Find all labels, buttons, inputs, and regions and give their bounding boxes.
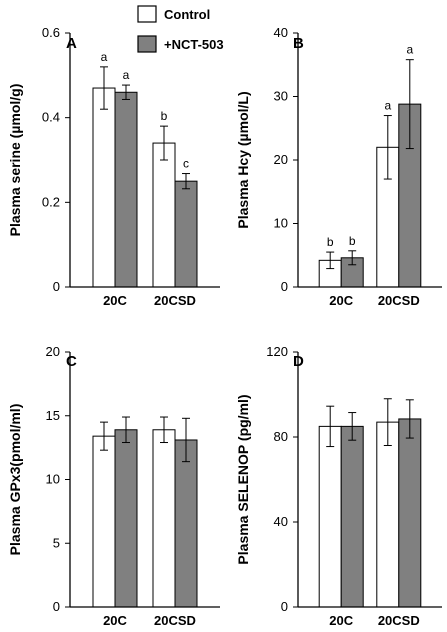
significance-label: a bbox=[123, 68, 130, 82]
significance-label: b bbox=[327, 235, 334, 249]
y-tick-label: 10 bbox=[46, 472, 60, 487]
bar bbox=[340, 425, 364, 608]
bar bbox=[174, 180, 198, 288]
y-tick-label: 40 bbox=[274, 514, 288, 529]
y-tick-label: 0 bbox=[53, 279, 60, 294]
bar bbox=[114, 429, 138, 608]
y-tick-label: 40 bbox=[274, 25, 288, 40]
panel-c: C Plasma GPx3(pmol/ml) 0 5 10 15 20 20C 20CSD bbox=[7, 344, 220, 628]
y-axis-label: Plasma serine (µmol/g) bbox=[7, 84, 23, 237]
x-tick-label: 20CSD bbox=[154, 613, 196, 628]
x-tick-label: 20C bbox=[329, 293, 353, 308]
y-tick-label: 120 bbox=[266, 344, 288, 359]
y-tick-label: 20 bbox=[46, 344, 60, 359]
significance-label: c bbox=[183, 157, 189, 171]
y-tick-label: 0 bbox=[281, 599, 288, 614]
significance-label: b bbox=[161, 109, 168, 123]
y-tick-label: 80 bbox=[274, 429, 288, 444]
panel-a: A Plasma serine (µmol/g) 0 0.2 0.4 0.6 a a 20C b c… bbox=[7, 25, 220, 308]
legend: Control +NCT-503 bbox=[137, 5, 224, 53]
bar bbox=[376, 421, 400, 608]
y-tick-label: 30 bbox=[274, 89, 288, 104]
y-tick-label: 0 bbox=[53, 599, 60, 614]
x-tick-label: 20C bbox=[329, 613, 353, 628]
bar bbox=[318, 425, 342, 608]
y-tick-label: 0.2 bbox=[42, 194, 60, 209]
x-tick-label: 20C bbox=[103, 613, 127, 628]
y-tick-label: 15 bbox=[46, 408, 60, 423]
legend-label-nct503: +NCT-503 bbox=[164, 37, 224, 52]
panel-letter: A bbox=[66, 35, 77, 52]
y-axis-label: Plasma GPx3(pmol/ml) bbox=[7, 404, 23, 556]
legend-swatch-nct503 bbox=[137, 35, 157, 53]
legend-swatch-control bbox=[137, 5, 157, 23]
significance-label: a bbox=[406, 43, 413, 57]
bar bbox=[114, 91, 138, 288]
x-tick-label: 20C bbox=[103, 293, 127, 308]
legend-label-control: Control bbox=[164, 7, 210, 22]
y-tick-label: 5 bbox=[53, 535, 60, 550]
x-tick-label: 20CSD bbox=[378, 613, 420, 628]
panel-b: BPlasma Hcy (µmol/L)010203040bb20Caa20CS… bbox=[235, 25, 442, 308]
y-tick-label: 10 bbox=[274, 216, 288, 231]
bar bbox=[152, 429, 176, 608]
significance-label: a bbox=[384, 99, 391, 113]
bar bbox=[398, 418, 422, 608]
bar bbox=[92, 435, 116, 608]
panel-letter: C bbox=[66, 353, 77, 370]
y-tick-label: 20 bbox=[274, 152, 288, 167]
y-tick-label: 0.4 bbox=[42, 110, 60, 125]
significance-label: b bbox=[349, 234, 356, 248]
y-tick-label: 0 bbox=[281, 279, 288, 294]
bar bbox=[152, 142, 176, 288]
x-tick-label: 20CSD bbox=[378, 293, 420, 308]
significance-label: a bbox=[101, 50, 108, 64]
x-tick-label: 20CSD bbox=[154, 293, 196, 308]
y-tick-label: 0.6 bbox=[42, 25, 60, 40]
y-axis-label: Plasma SELENOP (pg/ml) bbox=[235, 394, 251, 564]
bar bbox=[174, 439, 198, 608]
y-axis-label: Plasma Hcy (µmol/L) bbox=[235, 91, 251, 228]
bar bbox=[92, 87, 116, 288]
